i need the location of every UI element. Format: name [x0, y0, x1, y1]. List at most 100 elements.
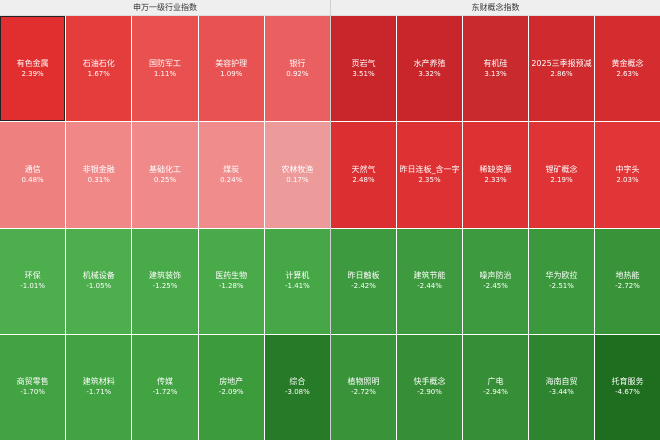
- heatmap-tile[interactable]: 水产养殖 3.32%: [397, 16, 462, 122]
- heatmap-tile[interactable]: 植物照明 -2.72%: [331, 334, 396, 440]
- sw-industry-panel-title: 申万一级行业指数: [0, 0, 330, 16]
- tile-name: 煤炭: [223, 164, 240, 174]
- tile-name: 计算机: [285, 271, 310, 281]
- tile-change: 3.51%: [352, 69, 375, 78]
- tile-change: -2.42%: [351, 282, 376, 291]
- tile-change: 0.48%: [21, 175, 44, 184]
- tile-name: 商贸零售: [16, 377, 49, 387]
- heatmap-tile[interactable]: 有色金属 2.39%: [0, 16, 66, 122]
- heatmap-tile[interactable]: 页岩气 3.51%: [331, 16, 396, 122]
- heatmap-tile[interactable]: 房地产 -2.09%: [198, 334, 264, 440]
- heatmap-tile[interactable]: 海南自贸 -3.44%: [529, 334, 594, 440]
- heatmap-tile[interactable]: 昨日触板 -2.42%: [331, 228, 396, 334]
- heatmap-tile[interactable]: 建筑装饰 -1.25%: [132, 228, 198, 334]
- tile-name: 天然气: [351, 164, 376, 174]
- tile-name: 医药生物: [215, 271, 248, 281]
- heatmap-tile[interactable]: 昨日连板_含一字 2.35%: [397, 122, 462, 228]
- heatmap-tile[interactable]: 非银金融 0.31%: [66, 122, 132, 228]
- tile-change: -1.28%: [218, 282, 244, 291]
- tile-change: -1.41%: [285, 282, 310, 291]
- tile-name: 通信: [24, 164, 41, 174]
- heatmap-tile[interactable]: 黄金概念 2.63%: [595, 16, 660, 122]
- tile-change: 2.86%: [550, 69, 573, 78]
- tile-name: 有色金属: [16, 58, 49, 68]
- tile-change: -3.08%: [285, 388, 310, 397]
- tile-change: -2.45%: [483, 282, 508, 291]
- tile-change: 0.31%: [87, 175, 110, 184]
- heatmap-tile[interactable]: 机械设备 -1.05%: [66, 228, 132, 334]
- tile-change: -1.01%: [20, 282, 45, 291]
- heatmap-tile[interactable]: 锂矿概念 2.19%: [529, 122, 594, 228]
- heatmap-tile[interactable]: 石油石化 1.67%: [66, 16, 132, 122]
- tile-change: -2.51%: [549, 282, 574, 291]
- tile-change: -2.44%: [417, 282, 442, 291]
- heatmap-tile[interactable]: 通信 0.48%: [0, 122, 66, 228]
- heatmap-tile[interactable]: 2025三季报预减 2.86%: [529, 16, 594, 122]
- heatmap-tile[interactable]: 地热能 -2.72%: [595, 228, 660, 334]
- tile-name: 水产养殖: [413, 58, 446, 68]
- tile-change: -1.25%: [152, 282, 178, 291]
- tile-name: 植物照明: [347, 377, 380, 387]
- heatmap-tile[interactable]: 银行 0.92%: [264, 16, 330, 122]
- tile-name: 石油石化: [82, 58, 115, 68]
- tile-change: 0.24%: [220, 175, 243, 184]
- panel-divider: [330, 0, 331, 440]
- sw-industry-grid: 有色金属 2.39% 石油石化 1.67% 国防军工 1.11% 美容护理 1.09% 银行 0.…: [0, 16, 330, 440]
- tile-name: 建筑装饰: [148, 271, 181, 281]
- heatmap-tile[interactable]: 建筑材料 -1.71%: [66, 334, 132, 440]
- tile-name: 环保: [24, 271, 41, 281]
- heatmap-tile[interactable]: 稀缺资源 2.33%: [463, 122, 528, 228]
- tile-name: 昨日连板_含一字: [399, 164, 460, 174]
- tile-change: -4.67%: [615, 388, 640, 397]
- tile-name: 非银金融: [82, 164, 115, 174]
- tile-change: -2.09%: [218, 388, 244, 397]
- heatmap-tile[interactable]: 综合 -3.08%: [264, 334, 330, 440]
- heatmap-tile[interactable]: 传媒 -1.72%: [132, 334, 198, 440]
- heatmap-tile[interactable]: 噪声防治 -2.45%: [463, 228, 528, 334]
- tile-name: 建筑材料: [82, 377, 115, 387]
- heatmap-tile[interactable]: 农林牧渔 0.17%: [264, 122, 330, 228]
- heatmap-tile[interactable]: 环保 -1.01%: [0, 228, 66, 334]
- heatmap-tile[interactable]: 美容护理 1.09%: [198, 16, 264, 122]
- tile-name: 房地产: [219, 377, 244, 387]
- tile-change: 3.13%: [484, 69, 507, 78]
- tile-change: -1.70%: [20, 388, 45, 397]
- heatmap-tile[interactable]: 医药生物 -1.28%: [198, 228, 264, 334]
- tile-name: 快手概念: [413, 377, 446, 387]
- tile-change: 0.17%: [286, 175, 309, 184]
- tile-name: 黄金概念: [611, 58, 644, 68]
- tile-change: 2.35%: [418, 175, 441, 184]
- heatmap-tile[interactable]: 华为欧拉 -2.51%: [529, 228, 594, 334]
- tile-change: 1.11%: [153, 69, 177, 78]
- tile-change: -3.44%: [549, 388, 574, 397]
- heatmap-tile[interactable]: 商贸零售 -1.70%: [0, 334, 66, 440]
- heatmap-tile[interactable]: 广电 -2.94%: [463, 334, 528, 440]
- tile-change: -1.05%: [86, 282, 112, 291]
- heatmap-tile[interactable]: 计算机 -1.41%: [264, 228, 330, 334]
- heatmap-tile[interactable]: 建筑节能 -2.44%: [397, 228, 462, 334]
- tile-change: 1.09%: [220, 69, 243, 78]
- tile-name: 海南自贸: [545, 377, 578, 387]
- tile-name: 有机硅: [483, 58, 508, 68]
- heatmap-tile[interactable]: 快手概念 -2.90%: [397, 334, 462, 440]
- tile-name: 广电: [487, 377, 504, 387]
- tile-change: 0.92%: [286, 69, 309, 78]
- heatmap-tile[interactable]: 有机硅 3.13%: [463, 16, 528, 122]
- tile-change: 2.03%: [616, 175, 639, 184]
- heatmap-tile[interactable]: 国防军工 1.11%: [132, 16, 198, 122]
- heatmap-tile[interactable]: 煤炭 0.24%: [198, 122, 264, 228]
- heatmap-tile[interactable]: 托育服务 -4.67%: [595, 334, 660, 440]
- tile-change: -2.72%: [351, 388, 376, 397]
- tile-change: 2.33%: [484, 175, 507, 184]
- heatmap-tile[interactable]: 基础化工 0.25%: [132, 122, 198, 228]
- tile-name: 页岩气: [351, 58, 376, 68]
- tile-name: 国防军工: [148, 58, 181, 68]
- tile-change: 2.63%: [616, 69, 639, 78]
- heatmap-tile[interactable]: 中字头 2.03%: [595, 122, 660, 228]
- heatmap-tile[interactable]: 天然气 2.48%: [331, 122, 396, 228]
- tile-name: 农林牧渔: [281, 164, 314, 174]
- tile-name: 华为欧拉: [545, 271, 578, 281]
- tile-name: 昨日触板: [347, 271, 380, 281]
- tile-name: 中字头: [615, 164, 640, 174]
- tile-change: -1.72%: [152, 388, 178, 397]
